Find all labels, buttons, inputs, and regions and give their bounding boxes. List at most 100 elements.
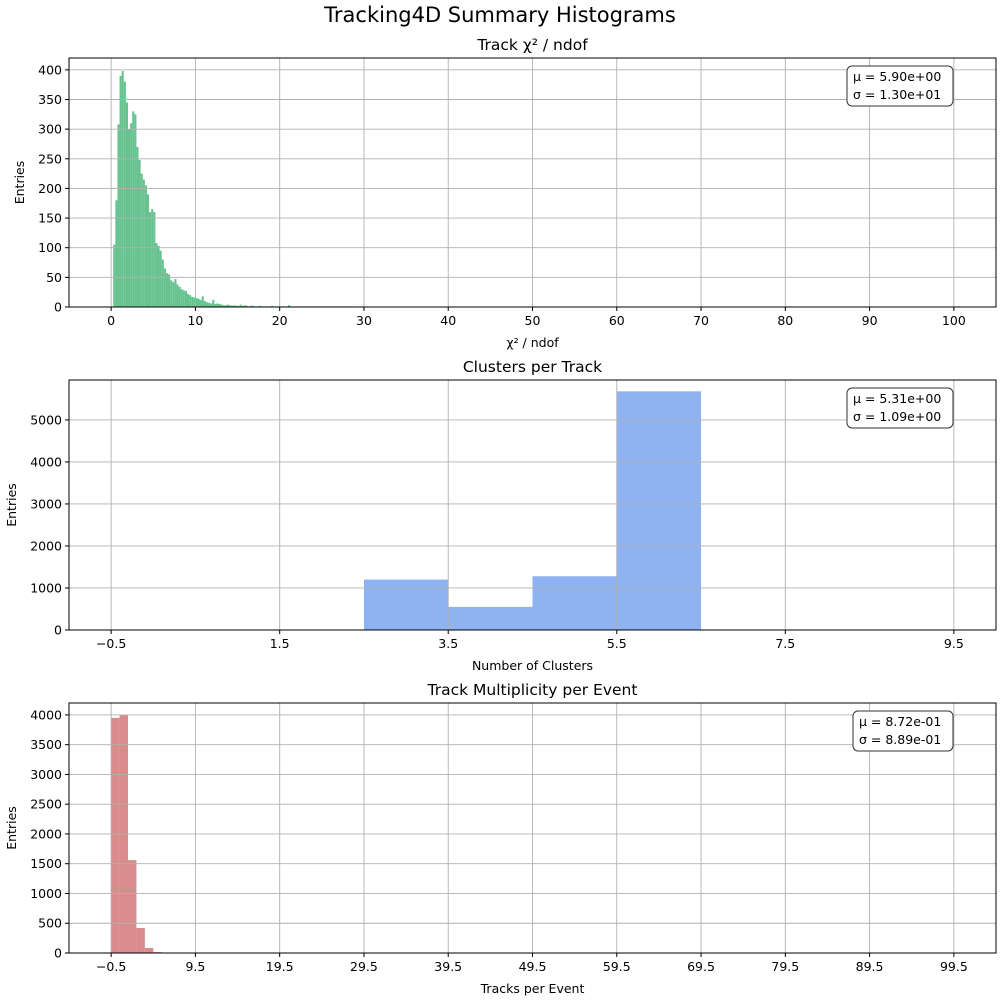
chi2-bar [189, 295, 192, 307]
clusters-bar [616, 391, 702, 630]
clusters-axes-frame [68, 379, 997, 631]
chi2-bar [288, 305, 291, 307]
chi2-bar [193, 297, 196, 307]
chi2-xtick-label: 70 [693, 313, 709, 328]
chi2-bar [222, 305, 225, 307]
chi2-xtick-label: 60 [609, 313, 625, 328]
chi2-bar [149, 212, 152, 307]
chi2-bar [250, 305, 253, 307]
chi2-bar [197, 298, 200, 307]
chi2-bar [146, 194, 150, 307]
chi2-xtick-label: 10 [187, 313, 203, 328]
multiplicity-xtick-label: 49.5 [519, 959, 547, 974]
chi2-xtick-label: 100 [942, 313, 966, 328]
panel-track-multiplicity: −0.5 9.5 19.5 29.5 39.5 49.5 59.5 69.5 79.5 89.5 9… [4, 681, 997, 996]
clusters-xtick-label: 5.5 [607, 636, 627, 651]
clusters-ytick-label: 5000 [30, 412, 62, 427]
multiplicity-xtick-label: 19.5 [266, 959, 294, 974]
chi2-xtick-label: 80 [777, 313, 793, 328]
chi2-xtick-label: 50 [525, 313, 541, 328]
multiplicity-ylabel: Entries [4, 806, 19, 850]
multiplicity-stats-mean: μ = 8.72e-01 [859, 714, 941, 729]
multiplicity-ytick-label: 1500 [30, 856, 62, 871]
chi2-bar [203, 301, 206, 307]
clusters-ylabel: Entries [4, 483, 19, 527]
chi2-bar [176, 284, 179, 307]
chi2-bar [178, 286, 181, 307]
multiplicity-ytick-label: 1000 [30, 886, 62, 901]
chi2-bar [165, 273, 169, 307]
chi2-bar [227, 304, 230, 307]
chi2-bar [271, 305, 274, 307]
panel-clusters-per-track: −0.5 1.5 3.5 5.5 7.5 9.5 0 1000 2000 3000 4000 5000… [4, 358, 997, 673]
chi2-xtick-label: 90 [862, 313, 878, 328]
figure-suptitle: Tracking4D Summary Histograms [323, 3, 676, 27]
clusters-xtick-label: 1.5 [270, 636, 290, 651]
chi2-stats-box [846, 65, 954, 107]
chi2-bar [157, 245, 160, 307]
chi2-bar [155, 242, 158, 307]
chi2-bar [186, 293, 190, 307]
clusters-xtick-label: 9.5 [944, 636, 964, 651]
chi2-bar [191, 296, 194, 307]
chi2-ytick-label: 350 [38, 92, 62, 107]
chi2-bar [151, 209, 154, 307]
chi2-bar [121, 71, 124, 307]
multiplicity-xtick-label: 99.5 [940, 959, 968, 974]
multiplicity-xtick-label: 9.5 [185, 959, 205, 974]
chi2-stats-mean: μ = 5.90e+00 [853, 69, 941, 84]
chi2-bar [235, 305, 238, 307]
multiplicity-ytick-label: 4000 [30, 707, 62, 722]
chi2-bar [123, 81, 126, 308]
chi2-xtick-label: 20 [272, 313, 288, 328]
chi2-bar [117, 124, 120, 308]
chi2-bar [241, 305, 244, 307]
chi2-bar [174, 279, 177, 307]
chi2-stats-sigma: σ = 1.30e+01 [853, 87, 941, 102]
chi2-ytick-label: 300 [38, 122, 62, 137]
chi2-bar [159, 250, 162, 307]
chi2-ytick-label: 150 [38, 211, 62, 226]
clusters-ytick-label: 3000 [30, 496, 62, 511]
chi2-bar [138, 159, 141, 307]
multiplicity-ytick-label: 2500 [30, 797, 62, 812]
chi2-bar [161, 259, 164, 307]
chi2-bar [205, 302, 209, 307]
multiplicity-ytick-label: 0 [54, 946, 62, 961]
clusters-bar [532, 576, 617, 630]
multiplicity-bar [127, 860, 137, 953]
clusters-ytick-label: 2000 [30, 538, 62, 553]
chi2-bar [113, 244, 116, 307]
chi2-bar [233, 305, 236, 307]
multiplicity-xtick-label: 59.5 [603, 959, 631, 974]
multiplicity-stats-sigma: σ = 8.89e-01 [859, 732, 941, 747]
chi2-bar [208, 302, 211, 307]
multiplicity-ytick-label: 500 [38, 916, 62, 931]
chi2-bar [136, 146, 139, 307]
chi2-xtick-label: 40 [440, 313, 456, 328]
panel-chi2-ndof: 0 10 20 30 40 50 60 70 80 90 100 0 50 100 150 200 250 300… [12, 36, 997, 350]
chi2-bar [229, 305, 232, 307]
chi2-title: Track χ² / ndof [476, 36, 588, 54]
chi2-bar [243, 305, 246, 307]
chi2-bar [168, 274, 171, 307]
chi2-xlabel: χ² / ndof [506, 335, 559, 350]
chi2-bar [142, 179, 145, 307]
chi2-bar [140, 173, 143, 307]
multiplicity-bar [136, 928, 145, 953]
clusters-ytick-label: 1000 [30, 580, 62, 595]
chi2-ytick-label: 0 [54, 300, 62, 315]
chi2-xtick-label: 30 [356, 313, 372, 328]
chi2-ylabel: Entries [12, 161, 27, 205]
chi2-bar [220, 304, 223, 307]
chi2-bar [134, 114, 137, 307]
chi2-ytick-label: 100 [38, 240, 62, 255]
chi2-bar [252, 305, 255, 307]
clusters-bar [363, 579, 449, 630]
multiplicity-xtick-label: 79.5 [771, 959, 799, 974]
chi2-bar [184, 290, 187, 307]
chi2-bar [132, 111, 135, 307]
clusters-title: Clusters per Track [463, 358, 602, 376]
multiplicity-grid [69, 703, 996, 954]
